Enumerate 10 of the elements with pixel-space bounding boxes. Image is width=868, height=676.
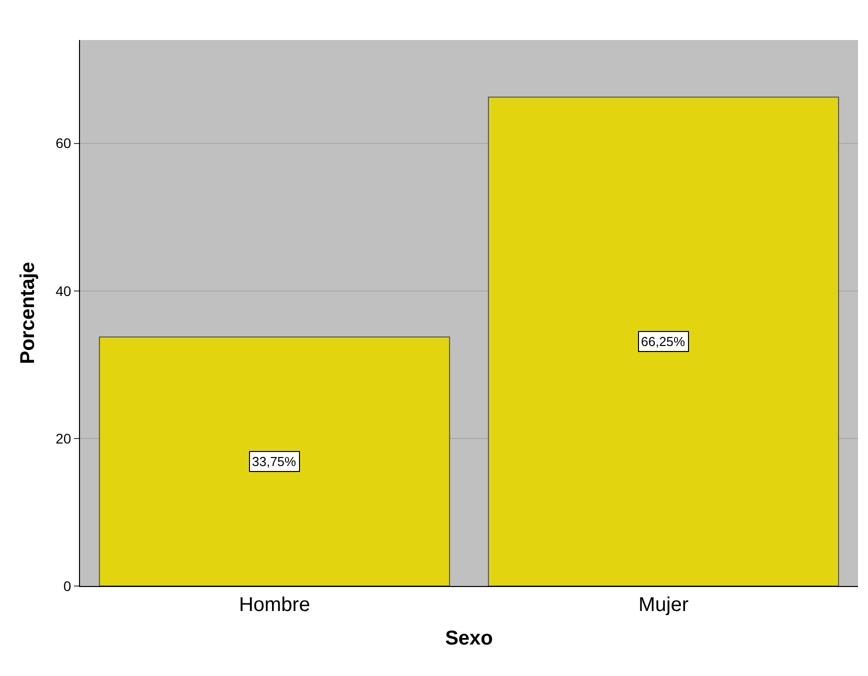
x-tick-label: Hombre [238,594,310,616]
data-label: 66,25% [641,334,686,349]
x-axis-title: Sexo [445,628,493,650]
y-axis-title: Porcentaje [17,262,40,364]
y-tick-label: 40 [56,282,72,299]
data-label: 33,75% [252,454,297,469]
y-tick-label: 60 [56,135,72,152]
x-tick-label: Mujer [638,594,689,616]
y-tick-label: 0 [63,578,72,594]
y-tick-label: 20 [56,430,72,446]
